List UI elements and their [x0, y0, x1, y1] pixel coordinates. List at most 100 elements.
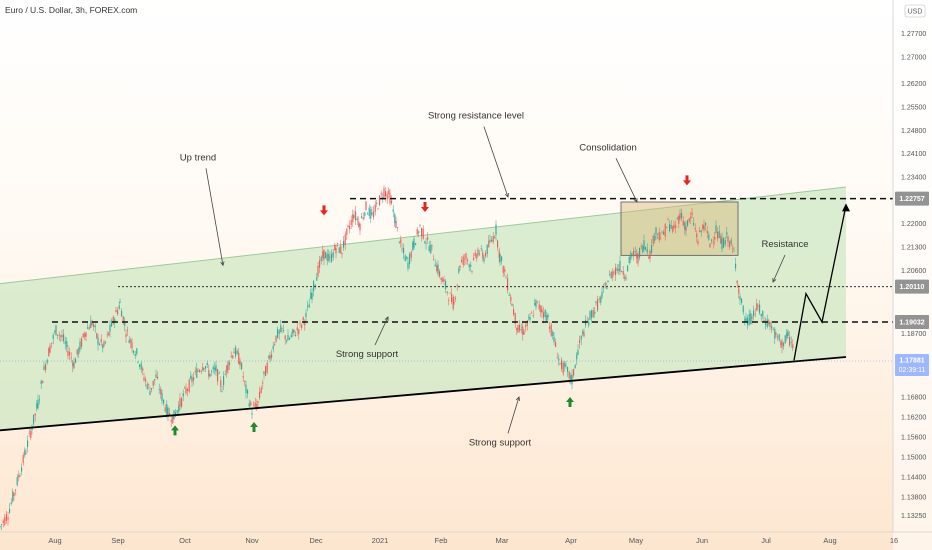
currency-badge	[904, 4, 926, 18]
candle-body	[618, 269, 620, 271]
candle-body	[727, 236, 729, 243]
candle-body	[229, 362, 231, 365]
candle-body	[130, 339, 132, 343]
candle-body	[745, 317, 747, 322]
candle-body	[693, 222, 695, 226]
candle-body	[595, 301, 597, 304]
candle-body	[205, 366, 207, 369]
candle-body	[39, 399, 41, 401]
candle-body	[660, 238, 662, 240]
candle-body	[9, 509, 11, 513]
candle-body	[760, 313, 762, 317]
candle-body	[217, 369, 219, 382]
candle-body	[571, 374, 573, 385]
candle-body	[118, 305, 120, 309]
candle-body	[702, 224, 704, 229]
bearish-arrow-icon	[320, 205, 328, 216]
candle-body	[161, 393, 163, 401]
candle-body	[79, 341, 81, 350]
candle-body	[613, 271, 615, 273]
candle-body	[455, 298, 457, 299]
y-tick-label: 1.27700	[901, 31, 926, 38]
candle-body	[178, 405, 180, 412]
candle-body	[241, 362, 243, 370]
candle-body	[313, 281, 315, 292]
candle-body	[774, 328, 776, 339]
candle-body	[403, 248, 405, 254]
candle-body	[46, 359, 48, 363]
candle-body	[57, 334, 59, 336]
annotation-arrow	[483, 126, 509, 198]
candle-body	[625, 277, 627, 280]
candle-body	[317, 265, 319, 277]
candle-body	[314, 284, 316, 287]
candle-body	[497, 240, 499, 248]
candle-body	[18, 475, 20, 478]
candle-body	[377, 208, 379, 210]
candle-body	[200, 370, 202, 372]
candle-body	[482, 252, 484, 259]
candle-body	[604, 282, 606, 286]
candle-body	[106, 334, 108, 336]
candle-body	[355, 211, 357, 221]
candle-body	[69, 352, 71, 356]
candle-body	[172, 414, 174, 423]
candle-body	[155, 374, 157, 378]
candle-body	[365, 201, 367, 210]
candle-body	[76, 349, 78, 355]
candle-body	[619, 260, 621, 272]
candle-body	[492, 235, 494, 243]
candle-body	[434, 264, 436, 267]
candle-body	[757, 305, 759, 307]
candle-body	[209, 373, 211, 377]
candle-body	[226, 365, 228, 373]
candle-body	[558, 358, 560, 361]
candle-body	[464, 258, 466, 260]
y-tick-label: 1.18700	[901, 331, 926, 338]
candle-body	[413, 238, 415, 248]
candle-body	[271, 354, 273, 358]
candle-body	[199, 370, 201, 372]
x-tick-label: Aug	[48, 536, 61, 545]
candle-body	[185, 388, 187, 394]
candle-body	[112, 316, 114, 324]
candle-body	[347, 225, 349, 227]
candle-body	[124, 322, 126, 326]
candle-body	[549, 326, 551, 329]
candle-body	[311, 292, 313, 300]
candle-body	[685, 226, 687, 231]
candle-body	[341, 252, 343, 255]
candle-body	[265, 366, 267, 376]
candle-body	[607, 280, 609, 283]
candle-body	[786, 332, 788, 339]
candle-body	[531, 312, 533, 314]
candle-body	[64, 341, 66, 345]
candle-body	[520, 329, 522, 331]
candle-body	[259, 391, 261, 398]
candle-body	[4, 517, 6, 525]
candle-body	[127, 329, 129, 331]
candle-body	[169, 412, 171, 416]
candle-body	[244, 380, 246, 382]
candle-body	[741, 298, 743, 303]
candle-body	[329, 256, 331, 258]
candle-body	[633, 250, 635, 256]
candle-body	[326, 253, 328, 262]
candle-body	[703, 225, 705, 231]
candle-body	[654, 235, 656, 241]
candle-body	[733, 250, 735, 252]
candle-body	[109, 324, 111, 332]
candle-body	[754, 313, 756, 315]
candle-body	[652, 236, 654, 244]
candle-body	[433, 259, 435, 261]
candle-body	[122, 316, 124, 324]
annotation-arrowhead	[515, 396, 521, 402]
candle-body	[430, 244, 432, 254]
y-tick-label: 1.16200	[901, 415, 926, 422]
candle-body	[332, 252, 334, 258]
candle-body	[772, 329, 774, 331]
candle-body	[577, 349, 579, 355]
candle-body	[628, 256, 630, 263]
